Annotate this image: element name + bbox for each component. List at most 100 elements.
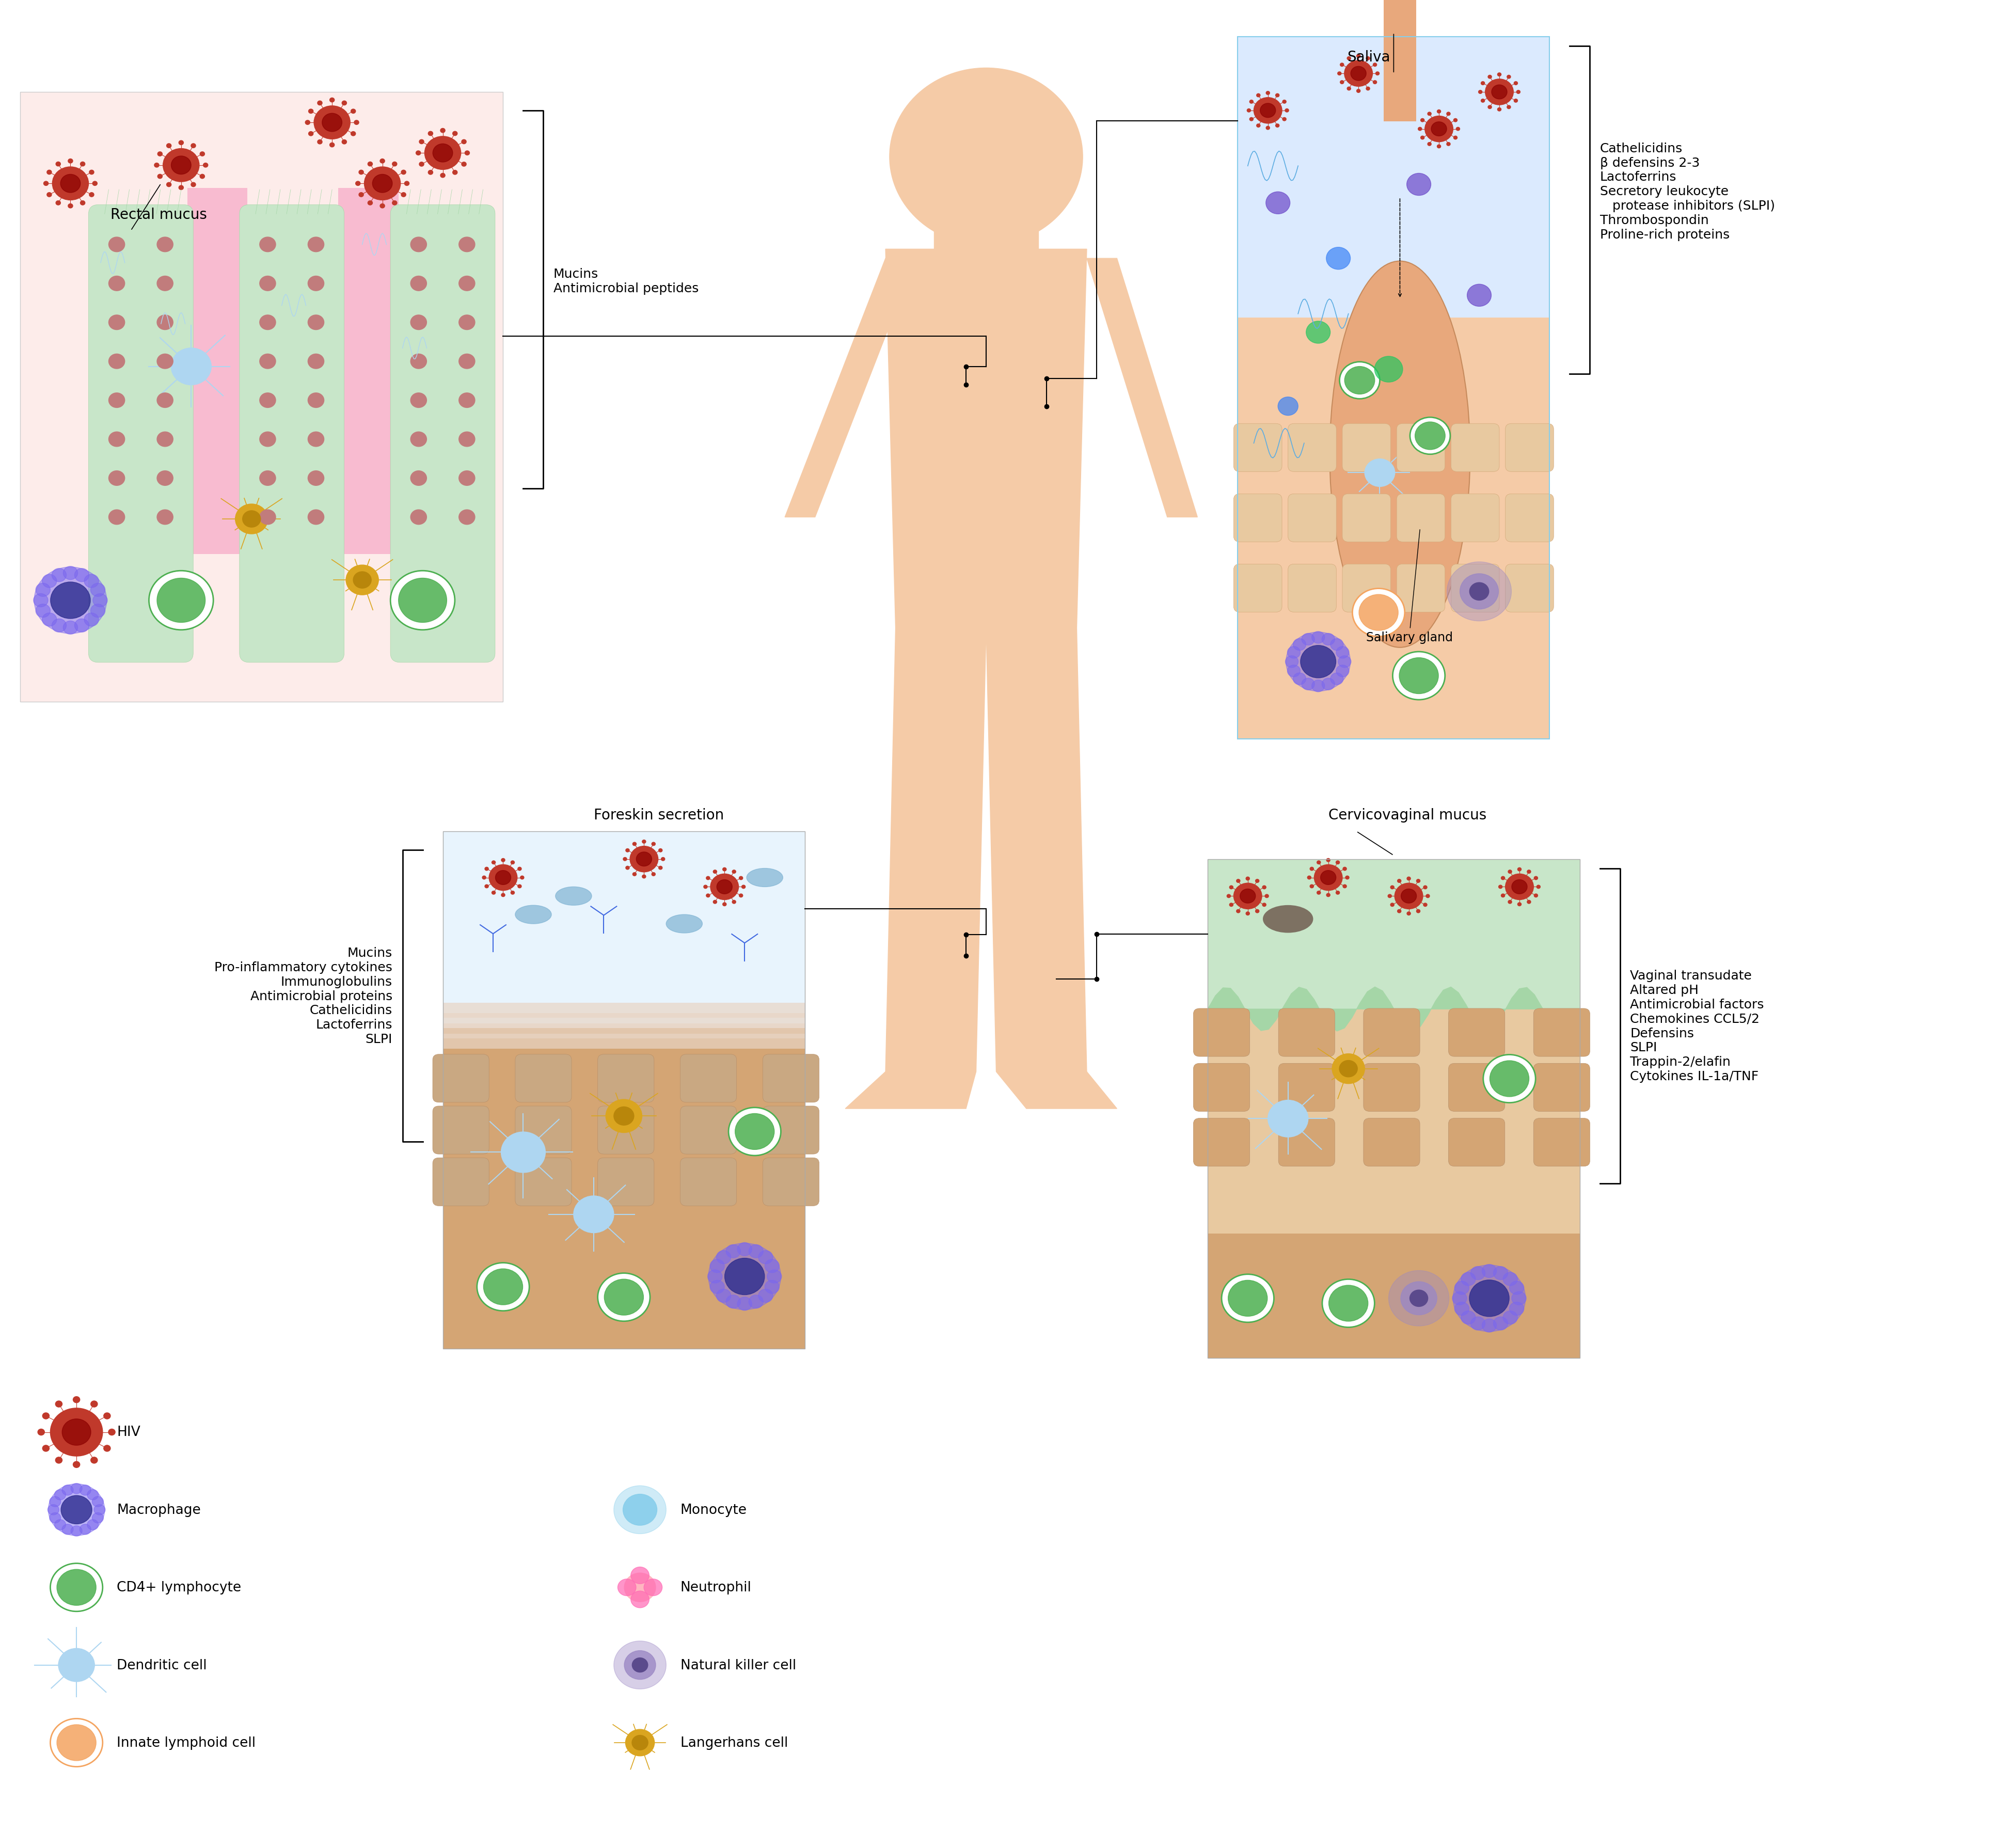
Circle shape (626, 867, 630, 870)
Circle shape (573, 1196, 614, 1233)
FancyBboxPatch shape (1533, 1063, 1589, 1111)
Circle shape (410, 355, 427, 370)
Circle shape (889, 68, 1082, 246)
Circle shape (1453, 118, 1457, 122)
Circle shape (1312, 632, 1324, 643)
FancyBboxPatch shape (598, 1159, 654, 1207)
Circle shape (642, 876, 646, 878)
Circle shape (74, 569, 89, 582)
Text: HIV: HIV (117, 1425, 141, 1440)
Circle shape (199, 152, 205, 157)
Circle shape (734, 1114, 775, 1149)
Circle shape (1286, 109, 1288, 113)
FancyBboxPatch shape (338, 188, 398, 554)
Circle shape (1356, 55, 1360, 57)
Circle shape (322, 115, 342, 131)
Circle shape (1471, 1318, 1485, 1331)
Circle shape (1491, 85, 1507, 100)
FancyBboxPatch shape (1505, 423, 1553, 471)
Circle shape (1332, 1053, 1364, 1083)
Circle shape (72, 1397, 80, 1403)
Circle shape (80, 163, 85, 166)
Circle shape (706, 876, 710, 880)
Circle shape (260, 355, 276, 370)
Circle shape (604, 1279, 644, 1316)
Circle shape (157, 238, 173, 253)
Circle shape (429, 170, 433, 176)
Circle shape (1306, 322, 1330, 344)
Circle shape (501, 859, 505, 861)
Circle shape (167, 144, 171, 148)
FancyBboxPatch shape (598, 1107, 654, 1155)
Circle shape (46, 192, 52, 198)
Text: Cathelicidins
β defensins 2-3
Lactoferrins
Secretory leukocyte
   protease inhib: Cathelicidins β defensins 2-3 Lactoferri… (1600, 142, 1775, 240)
Circle shape (1245, 878, 1249, 880)
Circle shape (459, 471, 475, 486)
Circle shape (453, 131, 457, 137)
Circle shape (1537, 885, 1539, 889)
Circle shape (109, 316, 125, 331)
FancyBboxPatch shape (1278, 1118, 1334, 1166)
Circle shape (1499, 885, 1501, 889)
Circle shape (410, 432, 427, 447)
Circle shape (87, 1519, 99, 1530)
Circle shape (1346, 57, 1350, 61)
FancyBboxPatch shape (1233, 564, 1282, 612)
Circle shape (62, 1419, 91, 1445)
Circle shape (736, 1242, 752, 1257)
Circle shape (1400, 1283, 1437, 1316)
Circle shape (314, 107, 350, 140)
Circle shape (50, 1514, 60, 1523)
Circle shape (1418, 128, 1420, 131)
Circle shape (1481, 81, 1485, 85)
Circle shape (346, 565, 378, 595)
Circle shape (459, 238, 475, 253)
Circle shape (712, 870, 716, 874)
Circle shape (410, 238, 427, 253)
FancyBboxPatch shape (680, 1107, 736, 1155)
Circle shape (642, 841, 646, 843)
Circle shape (1300, 645, 1336, 678)
FancyBboxPatch shape (515, 1055, 571, 1103)
FancyBboxPatch shape (1396, 564, 1445, 612)
FancyBboxPatch shape (1207, 1234, 1579, 1358)
Circle shape (342, 102, 346, 105)
Circle shape (495, 870, 511, 885)
FancyBboxPatch shape (1533, 1118, 1589, 1166)
Circle shape (1400, 889, 1416, 904)
Circle shape (372, 176, 392, 192)
Circle shape (179, 140, 183, 146)
FancyBboxPatch shape (1193, 1118, 1249, 1166)
Circle shape (1288, 665, 1300, 676)
Polygon shape (996, 1072, 1117, 1109)
Circle shape (632, 1658, 648, 1672)
Circle shape (364, 166, 400, 200)
Circle shape (1330, 639, 1342, 650)
Circle shape (767, 1270, 781, 1283)
Circle shape (260, 471, 276, 486)
Circle shape (306, 120, 310, 126)
Circle shape (1322, 678, 1334, 691)
Circle shape (491, 861, 495, 865)
Circle shape (410, 316, 427, 331)
Circle shape (1455, 1281, 1469, 1295)
Circle shape (1249, 118, 1253, 122)
Circle shape (483, 876, 485, 880)
Circle shape (489, 865, 517, 891)
FancyBboxPatch shape (1288, 423, 1336, 471)
FancyBboxPatch shape (443, 1013, 805, 1027)
Circle shape (652, 872, 656, 876)
Circle shape (662, 857, 664, 861)
Circle shape (260, 432, 276, 447)
Circle shape (722, 904, 726, 906)
Circle shape (80, 201, 85, 205)
Circle shape (1239, 889, 1255, 904)
Circle shape (1268, 1100, 1308, 1137)
Circle shape (1286, 656, 1298, 667)
Circle shape (157, 432, 173, 447)
Circle shape (1336, 665, 1348, 676)
Circle shape (157, 510, 173, 525)
FancyBboxPatch shape (1449, 1063, 1505, 1111)
Text: Foreskin secretion: Foreskin secretion (594, 808, 724, 822)
Circle shape (710, 1281, 724, 1294)
